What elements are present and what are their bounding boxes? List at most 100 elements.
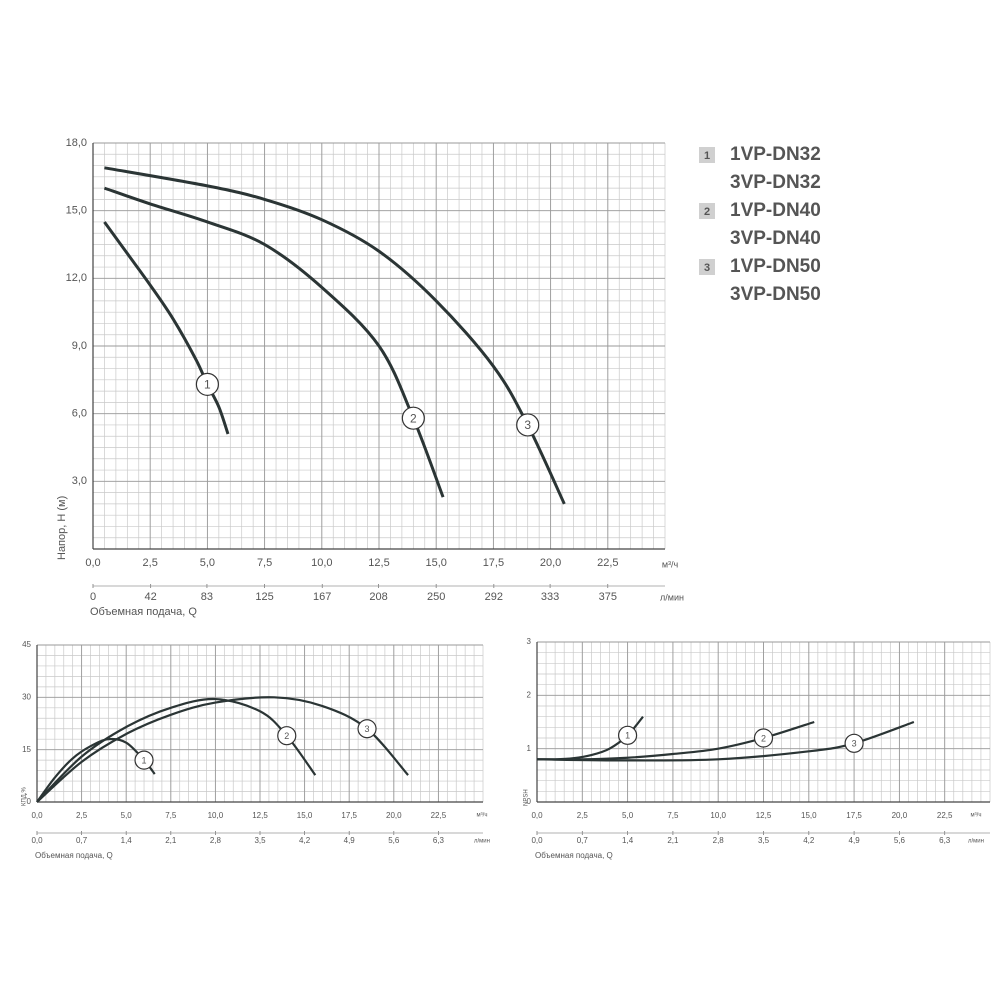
x-unit: м³/ч <box>662 559 679 569</box>
curve-label: 3 <box>524 418 531 432</box>
x-axis-label: Объемная подача, Q <box>535 851 613 860</box>
legend-label: 1VP-DN32 <box>730 144 821 165</box>
x-tick-label: 12,5 <box>368 557 389 569</box>
curve-label: 1 <box>625 731 630 741</box>
legend-label: 3VP-DN40 <box>730 228 821 249</box>
x-tick-label: 20,0 <box>540 557 561 569</box>
curve-label-circle <box>401 406 425 430</box>
x-tick-label: 12,5 <box>252 811 268 820</box>
x-tick-label: 10,0 <box>208 811 224 820</box>
x-tick-label: 20,0 <box>892 811 908 820</box>
legend-label: 1VP-DN50 <box>730 256 821 277</box>
x-tick-label: 15,0 <box>801 811 817 820</box>
curve-label: 1 <box>204 378 211 392</box>
x2-tick-label: 250 <box>427 591 445 603</box>
y-tick-label: 2 <box>527 690 532 699</box>
x2-tick-label: 4,2 <box>299 836 311 845</box>
legend-box <box>699 259 715 275</box>
y-tick-label: 3 <box>527 637 532 646</box>
curve-label-circle <box>277 726 297 746</box>
legend-number: 3 <box>704 262 710 274</box>
x2-tick-label: 5,6 <box>894 836 906 845</box>
y-tick-label: 0 <box>27 797 32 806</box>
y-tick-label: 45 <box>22 640 31 649</box>
curve-label: 1 <box>142 756 147 766</box>
curve <box>103 186 445 498</box>
curve-label: 3 <box>365 724 370 734</box>
curve-label: 2 <box>761 733 766 743</box>
curve-label-circle <box>844 733 864 753</box>
x2-tick-label: 0,0 <box>531 836 543 845</box>
y-axis-label: КПД,% <box>22 786 28 806</box>
x-tick-label: 22,5 <box>937 811 953 820</box>
curve-label-circle <box>617 725 638 745</box>
chart: 0,0 2,5 5,0 7,5 10,0 12,5 15,0 17,5 20,0 22,5 0,0 0… <box>22 640 490 860</box>
x-tick-label: 2,5 <box>577 811 589 820</box>
curve <box>104 166 566 505</box>
x-tick-label: 17,5 <box>341 811 357 820</box>
x-tick-label: 0,0 <box>31 811 43 820</box>
curve-label-circle <box>357 719 377 739</box>
x2-tick-label: 4,9 <box>344 836 356 845</box>
x2-tick-label: 333 <box>541 591 559 603</box>
x2-tick-label: 0 <box>90 591 96 603</box>
curve-label: 2 <box>284 731 289 741</box>
y-tick-label: 6,0 <box>72 408 87 420</box>
x-unit: м³/ч <box>477 813 488 819</box>
x2-tick-label: 6,3 <box>939 836 951 845</box>
legend-label: 3VP-DN32 <box>730 172 821 193</box>
x2-tick-label: 2,8 <box>210 836 222 845</box>
curve <box>103 221 230 435</box>
x-tick-label: 5,0 <box>622 811 634 820</box>
x-tick-label: 2,5 <box>143 557 158 569</box>
x-tick-label: 17,5 <box>846 811 862 820</box>
x-tick-label: 5,0 <box>121 811 133 820</box>
y-tick-label: 12,0 <box>66 272 87 284</box>
legend-label: 3VP-DN50 <box>730 284 821 305</box>
x-tick-label: 20,0 <box>386 811 402 820</box>
x-tick-label: 0,0 <box>531 811 543 820</box>
x-tick-label: 22,5 <box>597 557 618 569</box>
x-tick-label: 15,0 <box>425 557 446 569</box>
x2-tick-label: 0,0 <box>31 836 43 845</box>
x-tick-label: 2,5 <box>76 811 88 820</box>
x2-tick-label: 83 <box>201 591 213 603</box>
curve-label-circle <box>134 750 154 770</box>
x-unit: м³/ч <box>971 813 982 819</box>
x-tick-label: 7,5 <box>257 557 272 569</box>
legend-number: 2 <box>704 206 710 218</box>
x2-tick-label: 4,2 <box>803 836 815 845</box>
x2-tick-label: 6,3 <box>433 836 445 845</box>
legend-box <box>699 147 715 163</box>
legend-box <box>699 203 715 219</box>
x-tick-label: 0,0 <box>85 557 100 569</box>
chart: 0,0 2,5 5,0 7,5 10,0 12,5 15,0 17,5 20,0 22,5 0,0 0… <box>524 637 991 860</box>
y-tick-label: 9,0 <box>72 340 87 352</box>
curve <box>36 696 409 803</box>
curve-label: 2 <box>410 411 417 425</box>
y-tick-label: 3,0 <box>72 475 87 487</box>
x2-tick-label: 125 <box>255 591 273 603</box>
y-axis-label: NPSH <box>524 789 530 806</box>
chart: 0,0 2,5 5,0 7,5 10,0 12,5 15,0 17,5 20,0 22,5 0 42 8… <box>56 137 821 618</box>
x2-tick-label: 4,9 <box>849 836 861 845</box>
x2-tick-label: 1,4 <box>622 836 634 845</box>
x2-tick-label: 0,7 <box>577 836 589 845</box>
x2-tick-label: 2,1 <box>165 836 177 845</box>
y-tick-label: 1 <box>527 744 532 753</box>
x2-tick-label: 2,8 <box>713 836 725 845</box>
x-tick-label: 17,5 <box>483 557 504 569</box>
x2-tick-label: 1,4 <box>121 836 133 845</box>
curve-label-circle <box>516 413 540 437</box>
x-axis-label: Объемная подача, Q <box>35 851 113 860</box>
x2-tick-label: 2,1 <box>667 836 679 845</box>
x2-unit: л/мин <box>968 839 984 845</box>
x2-tick-label: 208 <box>369 591 387 603</box>
x-tick-label: 12,5 <box>756 811 772 820</box>
x2-tick-label: 3,5 <box>758 836 770 845</box>
x2-tick-label: 3,5 <box>254 836 266 845</box>
y-tick-label: 30 <box>22 692 31 701</box>
y-axis-label: Напор, H (м) <box>56 496 68 560</box>
x-tick-label: 7,5 <box>165 811 177 820</box>
